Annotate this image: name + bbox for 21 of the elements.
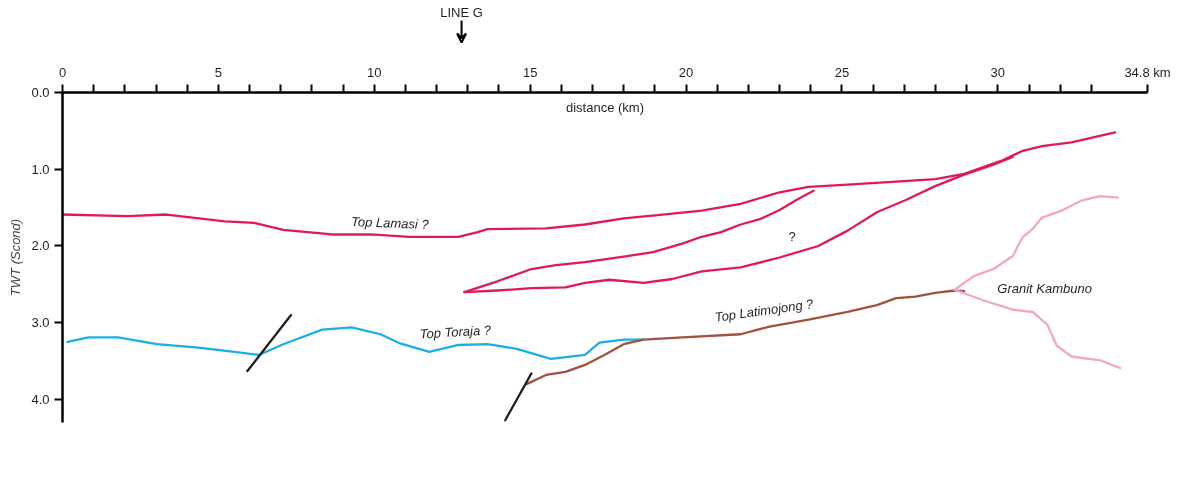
x-tick-label: 5 — [214, 64, 223, 80]
annotation: Granit Kambuno — [997, 280, 1092, 296]
x-tick-label: 34.8 km — [1124, 64, 1171, 80]
x-tick-label: 0 — [58, 64, 67, 80]
y-tick-label: 2.0 — [31, 238, 50, 254]
annotation: Top Toraja ? — [419, 322, 493, 342]
y-tick-label: 1.0 — [31, 161, 50, 177]
annotation: Top Lamasi ? — [350, 213, 430, 233]
x-tick-label: 15 — [522, 64, 538, 80]
y-tick-label: 0.0 — [31, 85, 50, 100]
y-axis-title: TWT (Scond) — [8, 218, 24, 297]
x-tick-label: 25 — [834, 64, 850, 80]
y-tick-label: 3.0 — [31, 315, 50, 331]
annotation: Top Latimojong ? — [713, 295, 815, 325]
x-tick-label: 30 — [990, 64, 1006, 80]
text: LINE G — [440, 4, 483, 20]
x-tick-label: 10 — [367, 64, 382, 80]
annotation: ? — [788, 228, 796, 244]
x-axis-title: distance (km) — [565, 99, 645, 115]
y-tick-label: 4.0 — [31, 391, 50, 407]
x-tick-label: 20 — [678, 64, 694, 80]
